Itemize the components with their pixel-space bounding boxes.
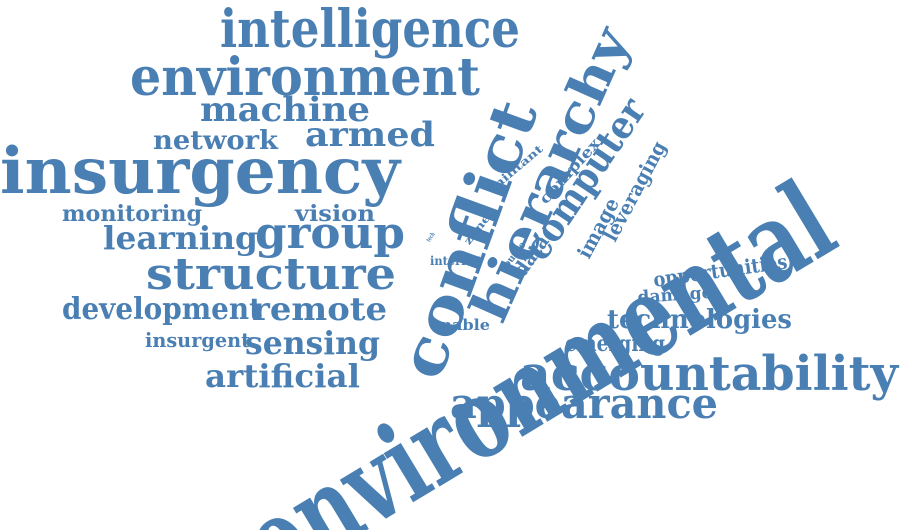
word-network: network — [153, 126, 278, 156]
word-insurgency: insurgency — [0, 134, 400, 209]
word-sensing: sensing — [245, 324, 380, 362]
word-intelligence: intelligence — [220, 0, 520, 60]
word-artificial: artificial — [205, 357, 360, 395]
word-monitoring: monitoring — [62, 201, 202, 227]
word-enable: enable — [430, 316, 490, 334]
word-machine: machine — [200, 90, 370, 130]
word-appearance: appearance — [450, 379, 718, 428]
word-remote: remote — [252, 290, 387, 328]
word-development: development — [62, 292, 262, 327]
word-insurgent: insurgent — [145, 328, 250, 352]
word-technologies: technologies — [607, 305, 792, 335]
word-vision: vision — [295, 201, 375, 227]
word-emerging: emerging — [565, 331, 665, 357]
word-internet: internet — [430, 254, 482, 268]
word-group: group — [255, 208, 405, 259]
word-environment: environment — [130, 47, 480, 108]
word-armed: armed — [305, 115, 435, 155]
word-structure: structure — [146, 249, 396, 300]
word-accountability: accountability — [520, 346, 898, 402]
word-learning: learning — [103, 219, 258, 257]
